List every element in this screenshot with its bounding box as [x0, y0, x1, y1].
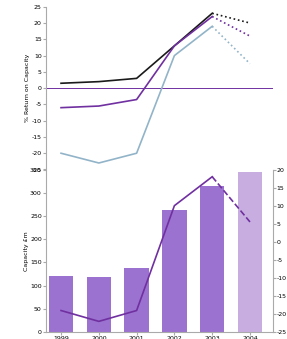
Bar	[238, 172, 262, 332]
Bar	[49, 276, 73, 332]
Y-axis label: % Return on Capacity: % Return on Capacity	[25, 54, 30, 122]
Bar	[87, 277, 111, 332]
Legend: Managed, Portfolio, Market, Forecast, Forecast, Forecast: Managed, Portfolio, Market, Forecast, Fo…	[49, 202, 160, 214]
Bar	[162, 211, 187, 332]
Bar	[200, 186, 224, 332]
Bar	[124, 268, 149, 332]
Y-axis label: Capacity £m: Capacity £m	[24, 231, 29, 271]
